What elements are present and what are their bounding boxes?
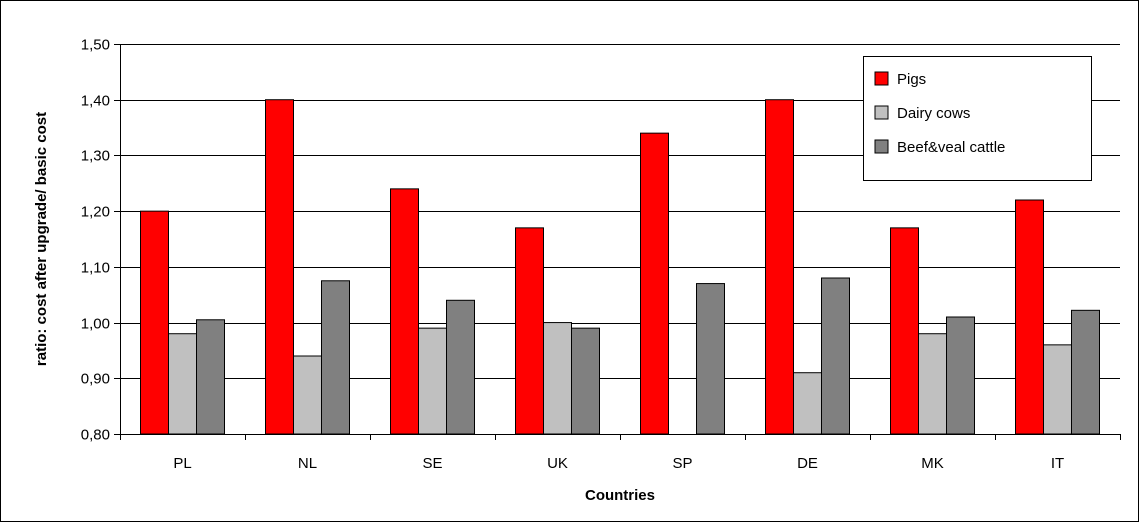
x-tick-label: NL xyxy=(298,455,317,472)
y-tick-label: 1,10 xyxy=(81,260,110,277)
legend: Pigs Dairy cows Beef&veal cattle xyxy=(863,56,1092,181)
legend-label: Pigs xyxy=(897,71,926,88)
x-tick-label: MK xyxy=(921,455,944,472)
axes xyxy=(114,44,1121,440)
x-tick-label: UK xyxy=(547,455,568,472)
legend-swatch xyxy=(874,105,889,120)
bar-dairy-cows-uk xyxy=(543,322,572,435)
bar-beef-veal-cattle-de xyxy=(821,277,850,435)
tick-labels: 0,80 0,90 1,00 1,10 1,20 1,30 1,40 1,50 PL NL SE UK… xyxy=(81,37,1064,473)
x-axis-title: Countries xyxy=(585,487,655,504)
x-tick-label: SP xyxy=(672,455,692,472)
bar-pigs-uk xyxy=(515,227,544,435)
bar-beef-veal-cattle-nl xyxy=(321,280,350,435)
legend-swatch xyxy=(874,139,889,154)
legend-swatch xyxy=(874,71,889,86)
bar-dairy-cows-pl xyxy=(168,333,197,435)
bar-beef-veal-cattle-uk xyxy=(571,327,600,435)
x-tick-label: DE xyxy=(797,455,818,472)
bar-pigs-mk xyxy=(890,227,919,435)
bar-beef-veal-cattle-it xyxy=(1071,309,1100,435)
y-tick-label: 1,40 xyxy=(81,93,110,110)
bar-pigs-sp xyxy=(640,132,669,435)
x-tick-label: SE xyxy=(422,455,442,472)
y-tick-label: 1,00 xyxy=(81,316,110,333)
bar-pigs-pl xyxy=(140,210,169,435)
bar-dairy-cows-it xyxy=(1043,344,1072,435)
y-tick-label: 1,20 xyxy=(81,204,110,221)
bar-beef-veal-cattle-pl xyxy=(196,319,225,435)
bar-beef-veal-cattle-mk xyxy=(946,316,975,435)
y-tick-label: 0,90 xyxy=(81,371,110,388)
x-tick-label: IT xyxy=(1051,455,1064,472)
bar-beef-veal-cattle-se xyxy=(446,299,475,435)
bar-beef-veal-cattle-sp xyxy=(696,283,725,435)
bar-dairy-cows-mk xyxy=(918,333,947,435)
y-axis-title: ratio: cost after upgrade/ basic cost xyxy=(33,112,50,366)
legend-label: Beef&veal cattle xyxy=(897,139,1005,156)
bar-pigs-it xyxy=(1015,199,1044,435)
bar-dairy-cows-se xyxy=(418,327,447,435)
y-tick-label: 1,30 xyxy=(81,148,110,165)
legend-label: Dairy cows xyxy=(897,105,970,122)
bar-pigs-de xyxy=(765,99,794,435)
bar-pigs-se xyxy=(390,188,419,435)
y-tick-label: 0,80 xyxy=(81,427,110,444)
bar-dairy-cows-nl xyxy=(293,355,322,435)
legend-box xyxy=(863,56,1092,181)
x-tick-label: PL xyxy=(173,455,191,472)
bars xyxy=(140,99,1100,435)
y-tick-label: 1,50 xyxy=(81,37,110,54)
bar-pigs-nl xyxy=(265,99,294,435)
bar-dairy-cows-de xyxy=(793,372,822,435)
